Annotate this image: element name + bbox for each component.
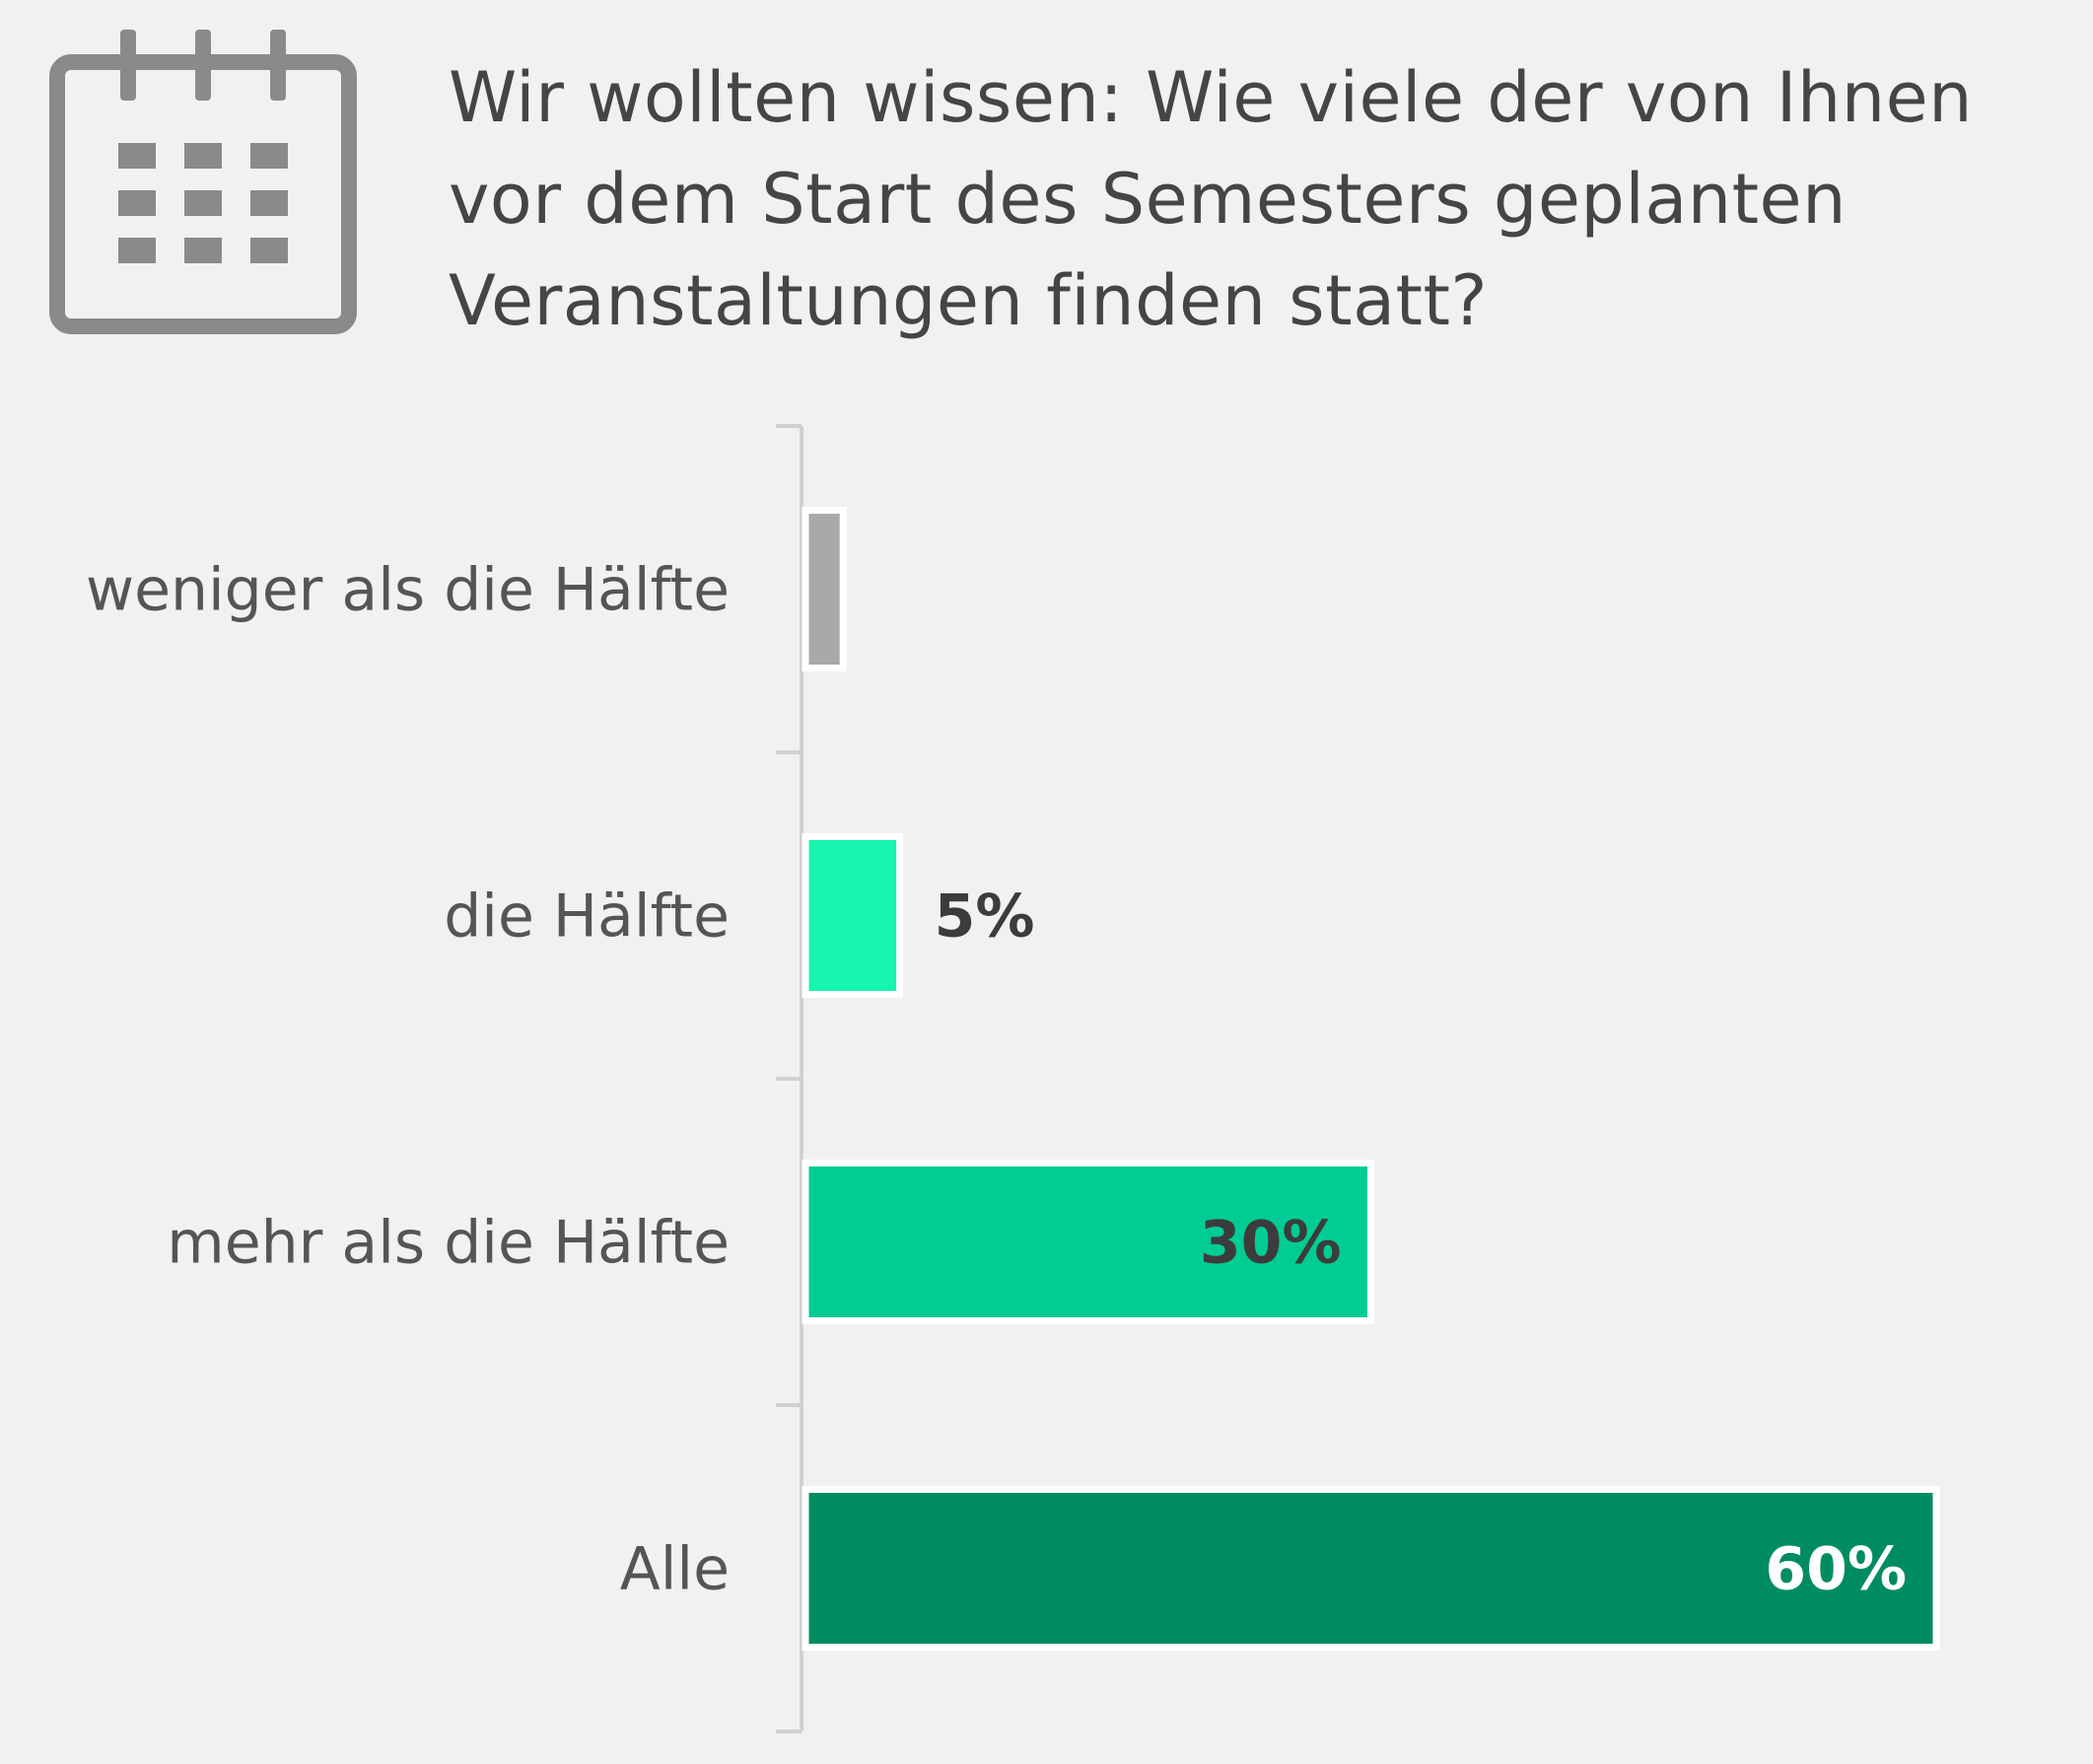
category-label: weniger als die Hälfte (86, 556, 730, 625)
bar (802, 507, 847, 671)
value-label: 30% (1200, 1209, 1342, 1278)
bar (802, 833, 904, 998)
category-label: die Hälfte (444, 882, 730, 952)
chart-title: Wir wollten wissen: Wie viele der von Ih… (449, 57, 1974, 341)
bar (802, 1486, 1940, 1651)
bar (802, 1160, 1374, 1324)
labels: weniger als die Hälfte die Hälfte 5% mehr a… (86, 556, 1907, 1604)
value-label: 5% (935, 882, 1035, 952)
calendar-icon (49, 30, 357, 334)
category-label: Alle (620, 1535, 730, 1604)
value-label: 60% (1765, 1535, 1907, 1604)
category-label: mehr als die Hälfte (167, 1209, 730, 1278)
chart-axis (776, 424, 803, 1733)
bars (802, 507, 1940, 1651)
